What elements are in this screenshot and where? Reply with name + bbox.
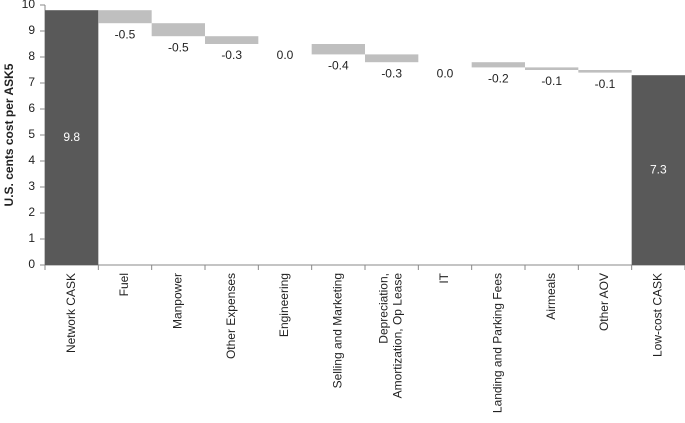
y-tick-label: 2 [28,205,35,219]
y-tick-label: 9 [28,23,35,37]
x-tick-label: Engineering [277,273,291,337]
bar [525,67,579,70]
value-label: 0.0 [437,66,454,80]
y-tick-label: 0 [28,257,35,271]
value-label: -0.1 [595,77,616,91]
value-label: -0.3 [381,66,402,80]
x-tick-label: Manpower [171,273,185,329]
value-label: -0.2 [488,72,509,86]
bar [471,62,525,68]
y-tick-label: 10 [22,0,36,11]
x-tick-label: Other Expenses [224,273,238,359]
bar [45,10,99,266]
x-tick-label: Other AOV [597,273,611,331]
y-tick-label: 1 [28,231,35,245]
bar [98,10,152,24]
value-label: -0.3 [221,48,242,62]
y-tick-label: 3 [28,179,35,193]
y-axis-label: U.S. cents cost per ASK5 [2,63,16,206]
y-tick-label: 5 [28,127,35,141]
bar [578,70,632,73]
bar [631,75,685,265]
y-tick-label: 6 [28,101,35,115]
x-tick-label: Fuel [117,273,131,296]
x-tick-label: Depreciation,Amortization, Op Lease [377,273,405,399]
value-label: -0.4 [328,59,349,73]
value-label: -0.1 [541,74,562,88]
value-label: -0.5 [115,27,136,41]
value-label: -0.5 [168,40,189,54]
x-tick-label: Network CASK [64,273,78,353]
x-tick-label: Low-cost CASK [651,273,665,357]
value-label: 0.0 [277,48,294,62]
y-tick-label: 8 [28,49,35,63]
x-tick-label: IT [437,272,451,283]
bar [151,23,205,37]
y-tick-label: 7 [28,75,35,89]
y-tick-label: 4 [28,153,35,167]
bar [311,44,365,55]
bar [365,54,419,63]
value-label: 9.8 [63,130,80,144]
x-tick-label: Landing and Parking Fees [491,273,505,413]
bar [205,36,259,44]
x-tick-label: Selling and Marketing [331,273,345,388]
value-label: 7.3 [650,162,667,176]
x-tick-label: Airmeals [544,273,558,320]
